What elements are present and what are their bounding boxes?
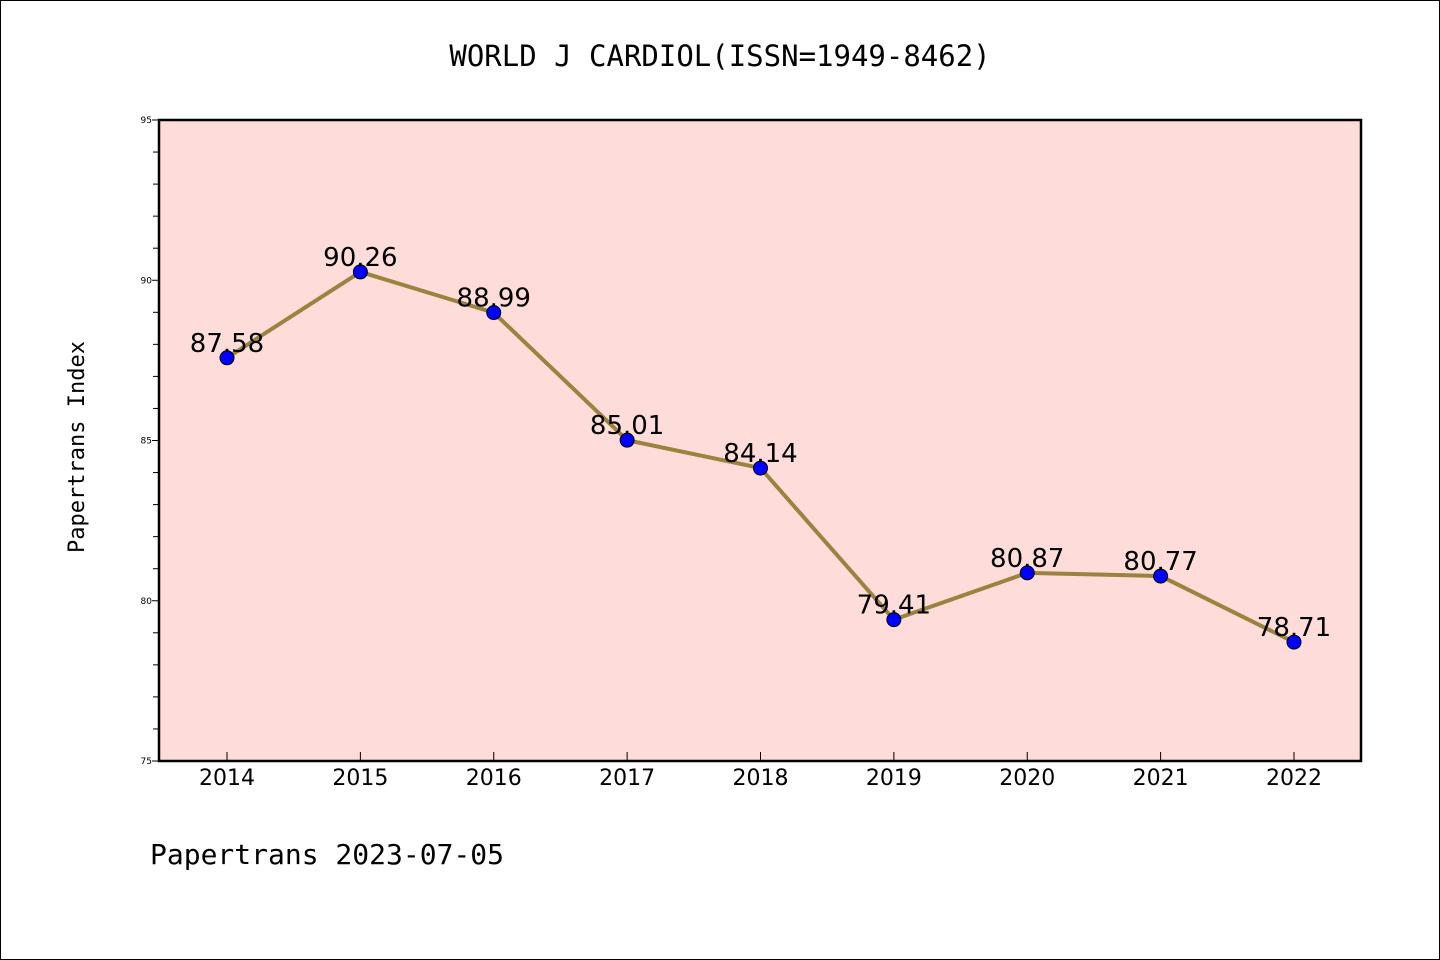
x-tick-label: 2017 <box>599 766 655 791</box>
x-tick-label: 2015 <box>332 766 388 791</box>
data-label: 80.87 <box>990 544 1064 574</box>
x-tick-label: 2018 <box>733 766 789 791</box>
data-point <box>886 612 902 628</box>
y-tick-label: 95 <box>141 116 152 126</box>
plot-area <box>157 118 1363 763</box>
x-tick-label: 2014 <box>199 766 255 791</box>
data-label: 78.71 <box>1257 613 1331 643</box>
x-axis: 2014 2015 2016 2017 2018 2019 2020 2021 2022 <box>199 752 1322 791</box>
y-tick-label: 80 <box>141 597 153 607</box>
data-point <box>753 460 768 476</box>
x-tick-label: 2016 <box>466 766 522 791</box>
data-labels: 87.58 90.26 88.99 85.01 84.14 79.41 80.87 80.77… <box>190 243 1331 643</box>
data-label: 79.41 <box>857 591 931 621</box>
data-point <box>1019 565 1035 581</box>
y-tick-label: 75 <box>141 757 152 767</box>
data-point <box>1286 634 1302 650</box>
y-tick-label: 85 <box>141 437 152 447</box>
data-label: 85.01 <box>590 411 664 441</box>
data-label: 90.26 <box>323 243 397 273</box>
series-papertrans-index <box>219 264 1302 650</box>
chart-title: WORLD J CARDIOL(ISSN=1949-8462) <box>449 39 990 73</box>
y-axis-label: Papertrans Index <box>65 341 90 553</box>
data-point <box>352 264 368 280</box>
data-label: 87.58 <box>190 329 264 359</box>
y-axis: 75 80 85 90 95 <box>141 116 159 767</box>
x-tick-label: 2022 <box>1266 766 1322 791</box>
x-tick-label: 2020 <box>999 766 1055 791</box>
data-point <box>486 305 502 321</box>
data-label: 80.77 <box>1123 547 1197 577</box>
data-point <box>219 350 235 366</box>
x-tick-label: 2021 <box>1133 766 1189 791</box>
data-point <box>619 432 635 448</box>
data-label: 84.14 <box>723 439 797 469</box>
data-point <box>1153 568 1169 584</box>
footer-note: Papertrans 2023-07-05 <box>150 838 504 871</box>
data-label: 88.99 <box>457 284 531 314</box>
y-tick-label: 90 <box>141 276 153 286</box>
x-tick-label: 2019 <box>866 766 922 791</box>
